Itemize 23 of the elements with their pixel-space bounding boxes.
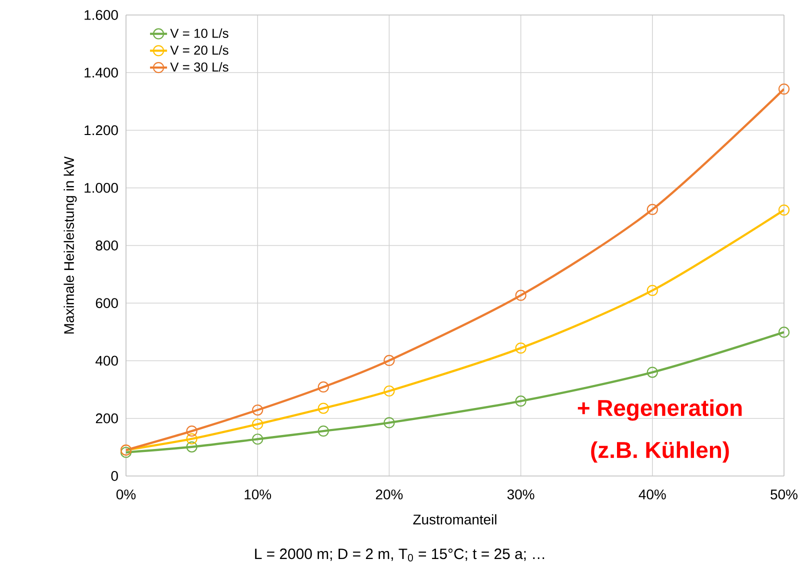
- y-tick-label: 200: [96, 413, 118, 424]
- x-tick-label: 0%: [116, 490, 136, 500]
- y-tick-label: 1.000: [84, 182, 118, 193]
- x-tick-label: 20%: [376, 490, 403, 500]
- annotation: + Regeneration: [578, 399, 742, 421]
- y-tick-label: 0: [111, 471, 118, 481]
- x-tick-label: 40%: [638, 490, 666, 500]
- y-tick-label: 800: [96, 240, 118, 250]
- x-axis-title: Zustromanteil: [413, 514, 496, 524]
- y-tick-label: 400: [96, 356, 118, 366]
- legend-label: V = 10 L/s: [170, 28, 228, 38]
- legend-label: V = 20 L/s: [170, 45, 228, 55]
- y-tick-label: 600: [96, 298, 118, 308]
- y-tick-label: 1.200: [84, 125, 118, 136]
- x-tick-label: 30%: [507, 490, 534, 500]
- y-tick-label: 1.600: [84, 10, 118, 20]
- annotation: (z.B. Kühlen): [591, 441, 729, 463]
- text: L = 2000 m; D = 2 m, T$_{0}$ = 15°C; t = 25 a; …: [255, 548, 544, 562]
- x-tick-label: 50%: [770, 490, 798, 500]
- x-tick-label: 10%: [244, 490, 272, 500]
- y-tick-label: 1.400: [84, 68, 118, 78]
- legend-label: V = 30 L/s: [170, 62, 228, 72]
- y-axis-title: Maximale Heizleistung in kW: [64, 156, 77, 334]
